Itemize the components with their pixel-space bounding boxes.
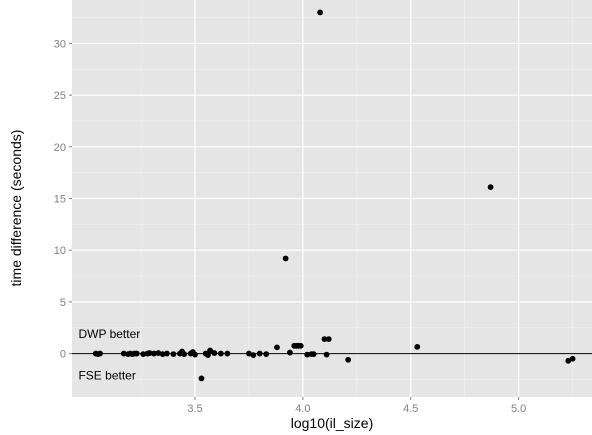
data-point [224,350,231,357]
data-point [164,350,170,357]
data-point [211,350,218,356]
data-point [140,351,147,357]
data-point [287,349,293,356]
annotations: DWP better FSE better [78,327,140,382]
data-point [304,351,311,358]
data-point [317,9,324,16]
x-axis-title: log10(il_size) [291,415,373,431]
data-point [321,336,328,343]
data-point [133,350,140,357]
data-point [345,356,352,363]
data-point [217,350,224,357]
annotation-label: DWP better [78,327,140,341]
data-point [323,351,330,358]
y-tick-label: 20 [54,142,66,154]
data-point [120,350,127,357]
y-tick-label: 10 [54,245,66,257]
data-point [205,352,211,359]
data-point [181,351,188,357]
data-point [192,351,198,358]
y-tick-label: 15 [54,194,66,206]
y-tick-label: 5 [60,297,66,309]
x-tick-label: 4.5 [403,403,418,415]
data-point [282,255,289,262]
x-axis-ticks: 3.5 4.0 4.5 5.0 [187,397,526,415]
y-tick-label: 30 [54,38,66,50]
data-point [325,336,332,343]
y-axis-ticks: 0 5 10 15 20 25 30 [54,38,72,361]
data-point [97,350,103,357]
x-tick-label: 4.0 [295,403,310,415]
data-point [274,344,280,351]
x-tick-label: 5.0 [511,403,526,415]
data-point [146,350,153,356]
data-points [92,9,576,382]
data-point [414,343,421,350]
data-point [170,351,177,357]
data-point [198,375,205,382]
data-point [250,352,257,359]
data-point [569,355,576,362]
y-tick-label: 0 [60,349,66,361]
y-tick-label: 25 [54,90,66,102]
y-axis-title: time difference (seconds) [8,130,24,287]
x-tick-label: 3.5 [187,403,202,415]
data-point [565,357,572,364]
annotation-label: FSE better [78,368,135,382]
data-point [207,347,213,354]
data-point [487,184,494,191]
data-point [159,351,166,357]
data-point [297,342,304,349]
data-point [256,350,263,357]
data-point [310,351,317,357]
data-point [263,351,270,357]
data-point [151,350,157,357]
